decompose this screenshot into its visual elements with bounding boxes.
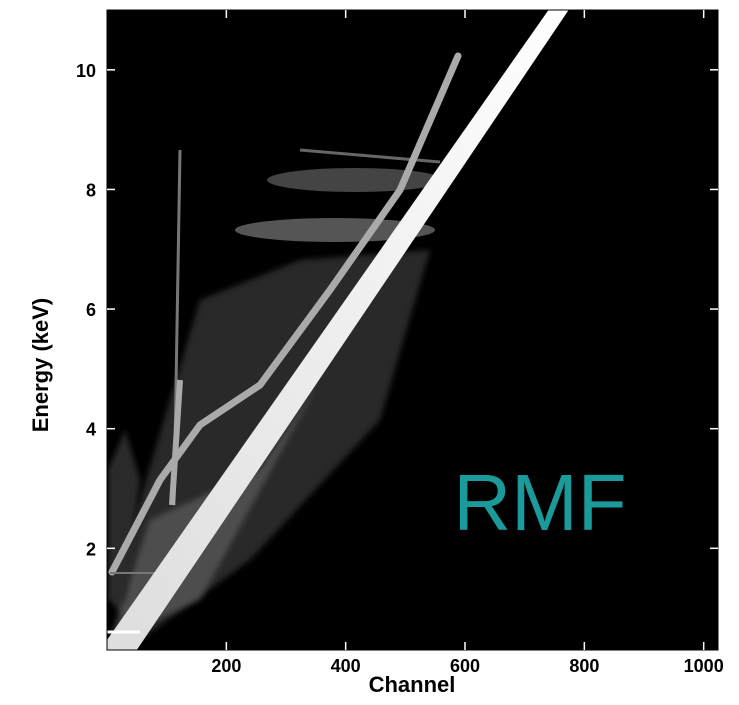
x-tick-label: 400 bbox=[331, 656, 361, 676]
plot-frame bbox=[106, 9, 719, 651]
escape-line bbox=[108, 52, 462, 576]
x-tick-label: 1000 bbox=[684, 656, 724, 676]
y-axis-label: Energy (keV) bbox=[28, 298, 53, 433]
y-tick-label: 2 bbox=[86, 539, 96, 559]
feature-ellipse bbox=[267, 168, 443, 192]
x-tick-label: 200 bbox=[211, 656, 241, 676]
annotation: RMF bbox=[453, 458, 626, 547]
y-tick-label: 10 bbox=[76, 61, 96, 81]
feature-line bbox=[169, 379, 183, 506]
y-tick-label: 4 bbox=[86, 420, 96, 440]
y-tick-label: 6 bbox=[86, 300, 96, 320]
x-tick-label: 800 bbox=[569, 656, 599, 676]
x-axis-label: Channel bbox=[369, 672, 456, 697]
feature-ellipse bbox=[235, 218, 435, 242]
response-image bbox=[107, 10, 569, 650]
x-tick-label: 600 bbox=[450, 656, 480, 676]
y-tick-label: 8 bbox=[86, 180, 96, 200]
main-diagonal bbox=[107, 10, 569, 650]
